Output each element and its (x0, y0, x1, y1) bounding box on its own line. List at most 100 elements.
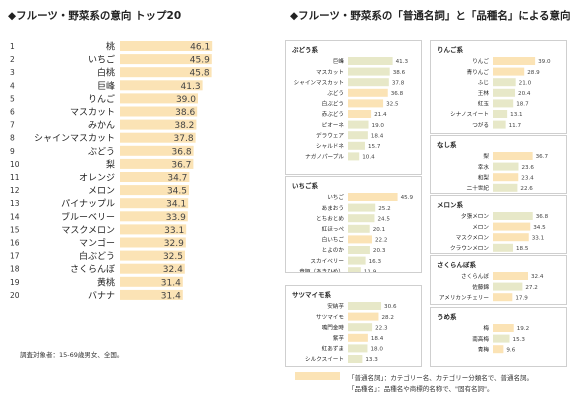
category-label: ピオーネ (322, 122, 345, 129)
bar (120, 172, 190, 182)
bar (120, 145, 194, 156)
category-label: メロン (88, 187, 115, 197)
rank-label: 11 (10, 173, 20, 182)
bar (493, 78, 516, 87)
category-label: スカイベリー (310, 258, 344, 265)
category-label: 桃 (106, 41, 115, 53)
bar (348, 152, 360, 161)
category-label: 青梅 (478, 345, 490, 353)
bar (120, 224, 187, 235)
rank-label: 3 (10, 68, 15, 77)
value-label: 9.6 (506, 347, 515, 353)
pear-bar-chart: 梨 36.7 幸水 23.6 和梨 23.4 二十世紀 22.6 (467, 152, 549, 192)
value-label: 20.1 (373, 227, 386, 233)
value-label: 36.8 (172, 147, 192, 157)
value-label: 37.8 (174, 134, 194, 144)
legend-line-2: 「品種名」：品種名や商標的名称で、"固有名詞"。 (348, 385, 494, 393)
value-label: 41.3 (396, 59, 409, 65)
value-label: 34.1 (166, 200, 186, 210)
bar (493, 67, 525, 76)
bar (120, 185, 189, 196)
value-label: 38.6 (393, 70, 406, 76)
bar (348, 99, 384, 108)
category-label: 鳴門金時 (322, 323, 345, 331)
category-label: 南高梅 (472, 335, 489, 343)
category-label: シャインマスカット (34, 133, 115, 144)
category-label: さくらんぼ (70, 264, 115, 275)
category-label: さくらんぼ (461, 273, 489, 280)
bar (348, 267, 361, 272)
bar (493, 152, 533, 160)
panel-grape: ぶどう系 巨峰 41.3 マスカット 38.6 シャインマスカット 37.8 ぶどう 36.8… (285, 40, 422, 175)
value-label: 31.4 (161, 278, 181, 288)
value-label: 30.6 (384, 304, 397, 310)
bar (493, 110, 508, 118)
bar (120, 93, 198, 104)
category-label: 梨 (483, 152, 489, 160)
category-label: いちご (88, 54, 115, 66)
value-label: 18.4 (371, 336, 384, 342)
legend-swatch (295, 372, 340, 380)
rank-label: 7 (10, 121, 15, 130)
top20-bar-chart: 1 桃 46.1 2 いちご 45.9 3 白桃 45.8 4 巨峰 41.3 5 りんご 39.0 6 マスカ… (10, 41, 213, 301)
category-label: シナノスイート (450, 111, 489, 118)
value-label: 15.7 (368, 144, 381, 150)
category-label: パイナップル (61, 199, 115, 210)
value-label: 16.3 (369, 259, 382, 265)
left-chart-title: ◆フルーツ・野菜系の意向 トップ20 (8, 10, 182, 22)
category-label: マスクメロン (456, 234, 490, 241)
category-label: 佐藤錦 (472, 283, 489, 291)
bar (120, 276, 183, 287)
panel-sweetpotato-title: サツマイモ系 (292, 291, 331, 299)
value-label: 22.3 (375, 325, 388, 331)
cherry-bar-chart: さくらんぼ 32.4 佐藤錦 27.2 アメリカンチェリー 17.9 (439, 272, 544, 301)
category-label: マスカット (70, 107, 115, 118)
bar (493, 272, 528, 280)
rank-label: 6 (10, 108, 15, 117)
value-label: 20.3 (373, 248, 386, 254)
bar (348, 203, 376, 212)
bar (493, 57, 536, 65)
value-label: 38.6 (175, 108, 195, 118)
value-label: 28.2 (381, 315, 393, 321)
value-label: 45.8 (190, 69, 210, 79)
bar (348, 235, 372, 244)
bar (348, 333, 368, 342)
bar (348, 302, 382, 310)
bar (348, 78, 389, 87)
bar (493, 99, 514, 108)
value-label: 22.2 (375, 238, 387, 244)
ume-bar-chart: 梅 19.2 南高梅 15.3 青梅 9.6 (472, 324, 529, 353)
bar (348, 67, 390, 76)
bar (348, 256, 366, 265)
category-label: オレンジ (79, 173, 115, 184)
bar (120, 67, 212, 78)
bar (348, 214, 375, 223)
category-label: マスカット (316, 69, 344, 76)
category-label: りんご (88, 93, 115, 105)
value-label: 25.2 (378, 206, 390, 212)
value-label: 11.9 (364, 269, 377, 272)
bar (348, 246, 370, 254)
category-label: 紅ほっぺ (322, 225, 345, 233)
category-label: 巨峰 (333, 57, 345, 65)
value-label: 11.7 (509, 123, 522, 129)
category-label: メロン (472, 225, 489, 231)
category-label: 紫芋 (333, 335, 345, 342)
bar (120, 198, 189, 209)
category-label: 白ぶどう (79, 250, 115, 262)
rank-label: 16 (10, 239, 20, 248)
bar (120, 119, 197, 130)
value-label: 18.7 (516, 102, 529, 108)
category-label: 幸水 (478, 163, 490, 171)
value-label: 24.5 (377, 216, 390, 222)
panel-apple: りんご系 りんご 39.0 青りんご 28.9 ふじ 21.0 王林 20.4 紅玉 18.7 シナ… (430, 40, 567, 134)
bar (120, 80, 203, 91)
category-label: クラウンメロン (450, 244, 489, 252)
bar (348, 312, 379, 321)
panel-ume-title: うめ系 (437, 313, 457, 321)
category-label: ふじ (478, 79, 489, 86)
bar (493, 243, 513, 252)
panel-pear-title: なし系 (437, 141, 457, 149)
bar (493, 233, 529, 242)
